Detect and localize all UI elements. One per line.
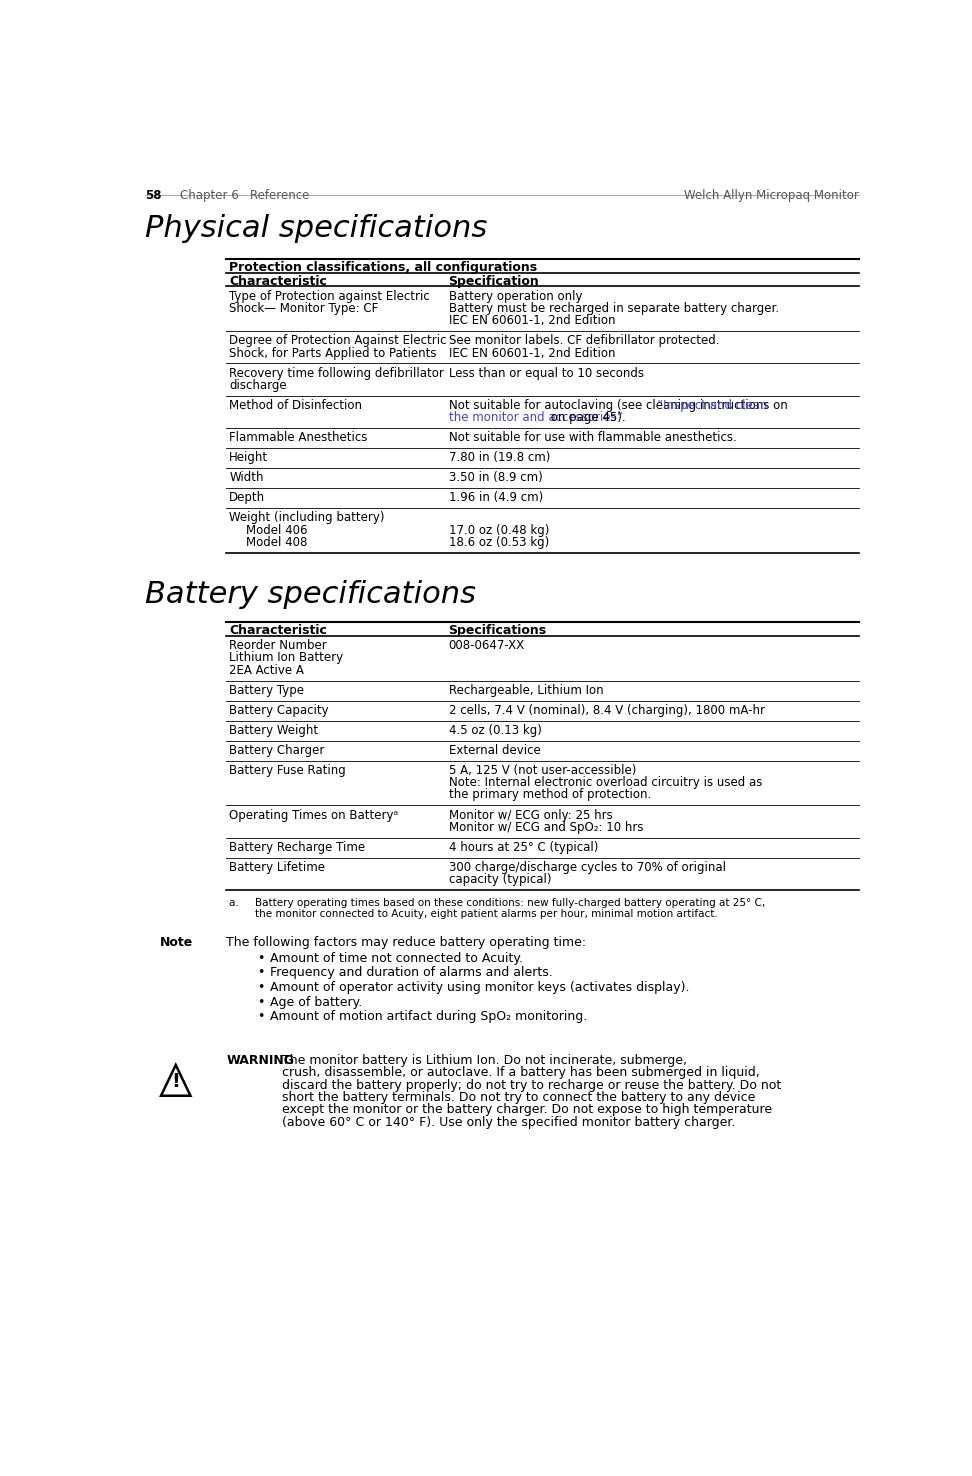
Text: discharge: discharge	[229, 379, 287, 391]
Text: Battery Recharge Time: Battery Recharge Time	[229, 841, 365, 853]
Text: 18.6 oz (0.53 kg): 18.6 oz (0.53 kg)	[448, 536, 549, 549]
Text: short the battery terminals. Do not try to connect the battery to any device: short the battery terminals. Do not try …	[282, 1091, 755, 1104]
Text: Characteristic: Characteristic	[229, 275, 328, 288]
Text: Model 406: Model 406	[246, 524, 308, 537]
Text: 1.96 in (4.9 cm): 1.96 in (4.9 cm)	[448, 492, 542, 505]
Text: Recovery time following defibrillator: Recovery time following defibrillator	[229, 366, 444, 379]
Text: the monitor connected to Acuity, eight patient alarms per hour, minimal motion a: the monitor connected to Acuity, eight p…	[229, 909, 718, 918]
Text: WARNING: WARNING	[226, 1054, 295, 1067]
Text: 17.0 oz (0.48 kg): 17.0 oz (0.48 kg)	[448, 524, 549, 537]
Text: Frequency and duration of alarms and alerts.: Frequency and duration of alarms and ale…	[270, 967, 553, 980]
Text: •: •	[258, 996, 264, 1008]
Text: IEC EN 60601-1, 2nd Edition: IEC EN 60601-1, 2nd Edition	[448, 314, 615, 328]
Text: Weight (including battery): Weight (including battery)	[229, 511, 385, 524]
Text: 300 charge/discharge cycles to 70% of original: 300 charge/discharge cycles to 70% of or…	[448, 861, 725, 874]
Text: 7.80 in (19.8 cm): 7.80 in (19.8 cm)	[448, 452, 550, 465]
Text: The following factors may reduce battery operating time:: The following factors may reduce battery…	[226, 936, 586, 949]
Text: (above 60° C or 140° F). Use only the specified monitor battery charger.: (above 60° C or 140° F). Use only the sp…	[282, 1116, 735, 1129]
Text: Type of Protection against Electric: Type of Protection against Electric	[229, 289, 430, 303]
Text: Specifications: Specifications	[448, 624, 546, 638]
Text: !: !	[171, 1073, 180, 1091]
Text: Flammable Anesthetics: Flammable Anesthetics	[229, 431, 367, 444]
Text: 4 hours at 25° C (typical): 4 hours at 25° C (typical)	[448, 841, 598, 853]
Text: Battery Weight: Battery Weight	[229, 723, 319, 737]
Text: Amount of operator activity using monitor keys (activates display).: Amount of operator activity using monito…	[270, 982, 690, 993]
Text: crush, disassemble, or autoclave. If a battery has been submerged in liquid,: crush, disassemble, or autoclave. If a b…	[282, 1067, 760, 1079]
Text: Battery must be recharged in separate battery charger.: Battery must be recharged in separate ba…	[448, 303, 779, 314]
Text: 2EA Active A: 2EA Active A	[229, 664, 304, 677]
Text: The monitor battery is Lithium Ion. Do not incinerate, submerge,: The monitor battery is Lithium Ion. Do n…	[282, 1054, 687, 1067]
Text: •: •	[258, 982, 264, 993]
Text: 008-0647-XX: 008-0647-XX	[448, 639, 525, 652]
Text: Model 408: Model 408	[246, 536, 308, 549]
Text: Height: Height	[229, 452, 268, 465]
Text: Battery specifications: Battery specifications	[145, 580, 475, 608]
Text: Rechargeable, Lithium Ion: Rechargeable, Lithium Ion	[448, 683, 604, 697]
Text: Battery Fuse Rating: Battery Fuse Rating	[229, 765, 346, 776]
Text: Width: Width	[229, 471, 263, 484]
Text: Degree of Protection Against Electric: Degree of Protection Against Electric	[229, 334, 447, 347]
Text: Monitor w/ ECG only: 25 hrs: Monitor w/ ECG only: 25 hrs	[448, 809, 612, 822]
Text: Shock, for Parts Applied to Patients: Shock, for Parts Applied to Patients	[229, 347, 436, 360]
Text: Not suitable for autoclaving (see cleaning instructions on: Not suitable for autoclaving (see cleani…	[448, 399, 791, 412]
Text: •: •	[258, 1010, 264, 1023]
Text: See monitor labels. CF defibrillator protected.: See monitor labels. CF defibrillator pro…	[448, 334, 719, 347]
Text: “Inspect and clean: “Inspect and clean	[657, 399, 767, 412]
Text: Battery Capacity: Battery Capacity	[229, 704, 329, 717]
Text: Amount of time not connected to Acuity.: Amount of time not connected to Acuity.	[270, 952, 523, 965]
Text: Battery operation only: Battery operation only	[448, 289, 582, 303]
Text: Method of Disinfection: Method of Disinfection	[229, 399, 363, 412]
Text: Chapter 6   Reference: Chapter 6 Reference	[180, 189, 309, 202]
Text: the primary method of protection.: the primary method of protection.	[448, 788, 651, 801]
Text: External device: External device	[448, 744, 540, 757]
Text: 58: 58	[145, 189, 161, 202]
Text: Battery Charger: Battery Charger	[229, 744, 325, 757]
Text: discard the battery properly; do not try to recharge or reuse the battery. Do no: discard the battery properly; do not try…	[282, 1079, 781, 1092]
Text: Shock— Monitor Type: CF: Shock— Monitor Type: CF	[229, 303, 378, 314]
Text: 5 A, 125 V (not user-accessible): 5 A, 125 V (not user-accessible)	[448, 765, 636, 776]
Text: except the monitor or the battery charger. Do not expose to high temperature: except the monitor or the battery charge…	[282, 1104, 772, 1116]
Text: capacity (typical): capacity (typical)	[448, 874, 551, 886]
Text: Age of battery.: Age of battery.	[270, 996, 363, 1008]
Text: Not suitable for use with flammable anesthetics.: Not suitable for use with flammable anes…	[448, 431, 737, 444]
Text: Monitor w/ ECG and SpO₂: 10 hrs: Monitor w/ ECG and SpO₂: 10 hrs	[448, 821, 643, 834]
Text: Operating Times on Batteryᵃ: Operating Times on Batteryᵃ	[229, 809, 399, 822]
Text: •: •	[258, 952, 264, 965]
Text: 4.5 oz (0.13 kg): 4.5 oz (0.13 kg)	[448, 723, 541, 737]
Text: the monitor and accessories”: the monitor and accessories”	[448, 412, 622, 424]
Text: a.     Battery operating times based on these conditions: new fully-charged batt: a. Battery operating times based on thes…	[229, 897, 766, 908]
Text: Note: Note	[160, 936, 193, 949]
Text: on page 45).: on page 45).	[547, 412, 626, 424]
Text: 3.50 in (8.9 cm): 3.50 in (8.9 cm)	[448, 471, 542, 484]
Text: •: •	[258, 967, 264, 980]
Text: Note: Internal electronic overload circuitry is used as: Note: Internal electronic overload circu…	[448, 776, 762, 790]
Text: Less than or equal to 10 seconds: Less than or equal to 10 seconds	[448, 366, 643, 379]
Text: Depth: Depth	[229, 492, 265, 505]
Text: Specification: Specification	[448, 275, 539, 288]
Text: Reorder Number: Reorder Number	[229, 639, 327, 652]
Text: Physical specifications: Physical specifications	[145, 214, 487, 244]
Text: 2 cells, 7.4 V (nominal), 8.4 V (charging), 1800 mA-hr: 2 cells, 7.4 V (nominal), 8.4 V (chargin…	[448, 704, 765, 717]
Text: Protection classifications, all configurations: Protection classifications, all configur…	[229, 261, 538, 275]
Text: Battery Lifetime: Battery Lifetime	[229, 861, 326, 874]
Text: Welch Allyn Micropaq Monitor: Welch Allyn Micropaq Monitor	[684, 189, 859, 202]
Text: IEC EN 60601-1, 2nd Edition: IEC EN 60601-1, 2nd Edition	[448, 347, 615, 360]
Text: Amount of motion artifact during SpO₂ monitoring.: Amount of motion artifact during SpO₂ mo…	[270, 1010, 587, 1023]
Text: Characteristic: Characteristic	[229, 624, 328, 638]
Text: Battery Type: Battery Type	[229, 683, 304, 697]
Text: Lithium Ion Battery: Lithium Ion Battery	[229, 651, 343, 664]
